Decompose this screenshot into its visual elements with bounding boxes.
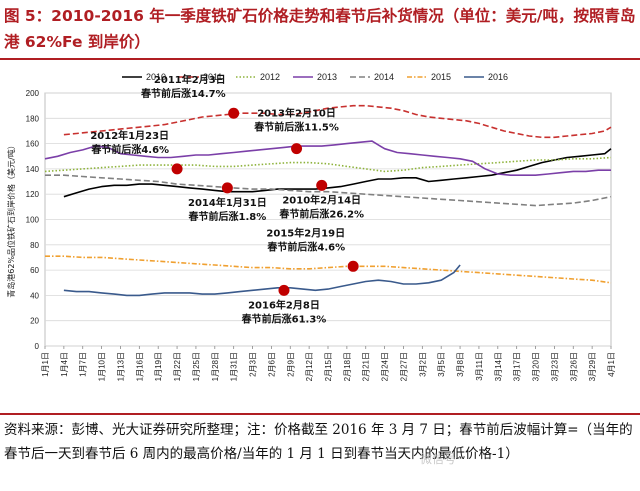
watermark-text: 微信号 bbox=[420, 452, 457, 466]
event-marker bbox=[221, 182, 233, 194]
y-tick-label: 40 bbox=[30, 291, 39, 300]
y-tick-label: 200 bbox=[26, 89, 40, 98]
x-tick-label: 3月8日 bbox=[456, 352, 465, 377]
marker-annotation: 2010年2月14日 bbox=[282, 193, 361, 206]
price-chart: 2010 2011 2012 2013 2014 2015 2016 青岛港62%品位铁矿石… bbox=[6, 72, 616, 381]
x-tick-label: 1月31日 bbox=[230, 352, 239, 381]
y-tick-label: 140 bbox=[26, 165, 40, 174]
x-tick-label: 3月11日 bbox=[475, 352, 484, 381]
series-line-2012 bbox=[44, 156, 612, 173]
event-marker bbox=[316, 179, 328, 191]
x-tick-label: 1月10日 bbox=[98, 352, 107, 381]
x-tick-label: 1月13日 bbox=[116, 352, 125, 381]
event-marker bbox=[228, 107, 240, 119]
marker-annotation: 2012年1月23日 bbox=[90, 129, 169, 142]
event-marker bbox=[171, 163, 183, 175]
marker-annotation: 春节前后涨11.5% bbox=[254, 121, 339, 134]
x-tick-label: 1月1日 bbox=[41, 352, 50, 377]
legend-label: 2011 bbox=[203, 72, 222, 82]
x-tick-label: 1月16日 bbox=[135, 352, 144, 381]
marker-annotation: 春节前后涨4.6% bbox=[267, 240, 345, 253]
series-line-2010 bbox=[63, 148, 612, 198]
marker-annotation: 春节前后涨1.8% bbox=[189, 210, 267, 223]
x-tick-label: 2月6日 bbox=[267, 352, 276, 377]
legend-label: 2016 bbox=[488, 72, 508, 82]
x-tick-label: 4月1日 bbox=[607, 352, 616, 377]
event-marker bbox=[278, 284, 290, 296]
x-tick-label: 3月23日 bbox=[550, 352, 559, 381]
legend-label: 2014 bbox=[374, 72, 394, 82]
x-tick-label: 1月4日 bbox=[60, 352, 69, 377]
series-line-2014 bbox=[45, 174, 612, 207]
y-tick-label: 160 bbox=[26, 140, 40, 149]
x-axis-ticks: 1月1日 1月4日 1月7日 1月10日 1月13日 1月16日 1月19日 1月22日 1月2… bbox=[41, 346, 616, 381]
marker-annotation: 春节前后涨14.7% bbox=[141, 87, 226, 100]
y-axis-title: 青岛港62%品位铁矿石到岸价格（美元/吨） bbox=[6, 141, 16, 297]
x-tick-label: 2月9日 bbox=[286, 352, 295, 377]
x-tick-label: 3月5日 bbox=[437, 352, 446, 377]
chart-series bbox=[44, 104, 612, 297]
marker-annotation: 2016年2月8日 bbox=[248, 298, 320, 311]
x-tick-label: 3月2日 bbox=[418, 352, 427, 377]
marker-annotation: 2015年2月19日 bbox=[266, 226, 345, 239]
x-tick-label: 2月3日 bbox=[249, 352, 258, 377]
x-tick-label: 3月26日 bbox=[569, 352, 578, 381]
marker-annotation: 2014年1月31日 bbox=[188, 196, 267, 209]
chart-markers: 2011年2月3日春节前后涨14.7%2012年1月23日春节前后涨4.6%20… bbox=[90, 73, 364, 325]
x-tick-label: 2月27日 bbox=[399, 352, 408, 381]
legend-label: 2013 bbox=[317, 72, 337, 82]
series-line-2015 bbox=[45, 255, 612, 284]
footnote: 资料来源：彭博、光大证券研究所整理；注：价格截至 2016 年 3 月 7 日；… bbox=[4, 422, 633, 462]
chart-legend: 2010 2011 2012 2013 2014 2015 2016 bbox=[122, 72, 508, 82]
marker-annotation: 春节前后涨26.2% bbox=[279, 207, 364, 220]
y-tick-label: 120 bbox=[26, 190, 40, 199]
x-tick-label: 2月12日 bbox=[305, 352, 314, 381]
x-tick-label: 1月25日 bbox=[192, 352, 201, 381]
y-axis-label: 青岛港62%品位铁矿石到岸价格（美元/吨） bbox=[6, 141, 16, 297]
marker-annotation: 2011年2月3日 bbox=[154, 73, 226, 86]
x-tick-label: 1月19日 bbox=[154, 352, 163, 381]
title-divider bbox=[0, 58, 640, 60]
marker-annotation: 2013年2月10日 bbox=[257, 107, 336, 120]
legend-label: 2010 bbox=[146, 72, 166, 82]
marker-annotation: 春节前后涨61.3% bbox=[242, 312, 327, 325]
event-marker bbox=[347, 260, 359, 272]
series-line-2016 bbox=[63, 264, 461, 297]
legend-label: 2012 bbox=[260, 72, 280, 82]
x-tick-label: 1月22日 bbox=[173, 352, 182, 381]
y-tick-label: 80 bbox=[30, 241, 39, 250]
y-tick-label: 180 bbox=[26, 114, 40, 123]
series-line-2013 bbox=[44, 140, 611, 176]
series-line-2011 bbox=[63, 104, 612, 139]
x-tick-label: 1月28日 bbox=[211, 352, 220, 381]
marker-annotation: 春节前后涨4.6% bbox=[91, 143, 169, 156]
y-tick-label: 100 bbox=[26, 216, 40, 225]
y-tick-label: 60 bbox=[30, 266, 39, 275]
x-tick-label: 3月17日 bbox=[513, 352, 522, 381]
y-tick-label: 20 bbox=[30, 317, 39, 326]
x-tick-label: 3月20日 bbox=[532, 352, 541, 381]
figure-title: 图 5：2010-2016 年一季度铁矿石价格走势和春节后补货情况（单位：美元/… bbox=[4, 7, 636, 51]
x-tick-label: 2月21日 bbox=[362, 352, 371, 381]
x-tick-label: 2月15日 bbox=[324, 352, 333, 381]
x-tick-label: 2月24日 bbox=[381, 352, 390, 381]
legend-label: 2015 bbox=[431, 72, 451, 82]
x-tick-label: 1月7日 bbox=[79, 352, 88, 377]
x-tick-label: 2月18日 bbox=[343, 352, 352, 381]
event-marker bbox=[291, 143, 303, 155]
y-tick-label: 0 bbox=[35, 342, 40, 351]
x-tick-label: 3月29日 bbox=[588, 352, 597, 381]
x-tick-label: 3月14日 bbox=[494, 352, 503, 381]
footnote-divider bbox=[0, 413, 640, 415]
y-axis-ticks: 0 20 40 60 80 100 120 140 160 180 200 bbox=[26, 89, 40, 351]
